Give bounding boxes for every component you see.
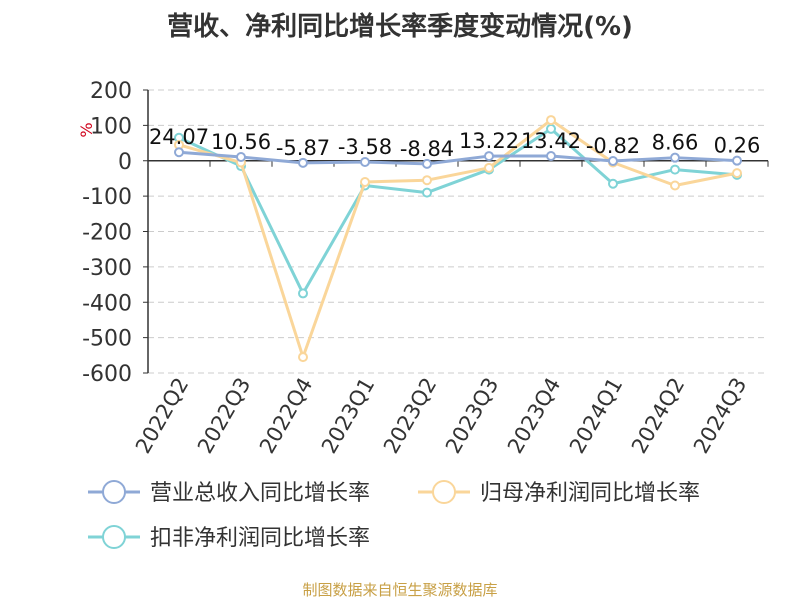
series-line — [178, 150, 738, 166]
y-tick-label: -100 — [82, 185, 132, 210]
data-label: -5.87 — [276, 136, 330, 160]
data-point — [422, 158, 432, 169]
data-label: 13.42 — [521, 129, 581, 153]
data-point — [360, 157, 370, 168]
x-tick-label: 2023Q3 — [441, 374, 503, 458]
y-tick-label: 0 — [118, 150, 132, 175]
legend-marker — [102, 525, 126, 549]
data-label: 8.66 — [652, 131, 699, 155]
data-point — [174, 147, 184, 158]
x-tick-label: 2024Q1 — [565, 374, 627, 458]
y-tick-label: -300 — [82, 256, 132, 281]
data-label: 13.22 — [459, 129, 519, 153]
data-point — [298, 352, 308, 363]
data-point — [422, 175, 432, 186]
data-label: 24.07 — [149, 125, 209, 149]
legend-label: 扣非净利润同比增长率 — [150, 526, 370, 551]
data-point — [546, 151, 556, 162]
chart-title: 营收、净利同比增长率季度变动情况(%) — [167, 12, 633, 42]
y-axis-label: % — [77, 122, 96, 137]
x-tick-label: 2023Q1 — [317, 374, 379, 458]
legend-label: 营业总收入同比增长率 — [150, 481, 370, 506]
x-tick-label: 2022Q2 — [131, 374, 193, 458]
data-label: 10.56 — [211, 130, 271, 154]
data-point — [670, 180, 680, 191]
data-point — [608, 156, 618, 167]
data-point — [732, 168, 742, 179]
data-point — [608, 178, 618, 189]
data-point — [298, 288, 308, 299]
y-tick-label: -500 — [82, 327, 132, 352]
x-tick-label: 2022Q4 — [255, 374, 317, 458]
data-point — [422, 187, 432, 198]
data-label: -0.82 — [586, 134, 640, 158]
data-point — [298, 157, 308, 168]
series-layer — [174, 115, 742, 363]
data-label: -3.58 — [338, 135, 392, 159]
data-label: 0.26 — [714, 134, 761, 158]
y-tick-label: 200 — [90, 79, 132, 104]
series-line — [178, 118, 738, 359]
data-point — [732, 155, 742, 166]
data-source-note: 制图数据来自恒生聚源数据库 — [302, 581, 498, 599]
y-tick-label: -200 — [82, 221, 132, 246]
x-tick-label: 2023Q2 — [379, 374, 441, 458]
x-tick-label: 2022Q3 — [193, 374, 255, 458]
series-line — [178, 127, 738, 295]
data-point — [236, 152, 246, 163]
x-tick-label: 2024Q3 — [689, 374, 751, 458]
data-point — [670, 152, 680, 163]
data-point — [484, 162, 494, 173]
legend-item: 营业总收入同比增长率 — [88, 480, 370, 506]
legend-item: 扣非净利润同比增长率 — [88, 525, 370, 551]
y-tick-label: -600 — [82, 362, 132, 387]
x-tick-label: 2023Q4 — [503, 374, 565, 458]
data-labels: 24.07 10.56 -5.87 -3.58 -8.84 13.22 13.42 -0.82… — [149, 125, 760, 161]
data-point — [546, 115, 556, 126]
y-tick-label: -400 — [82, 291, 132, 316]
legend-marker — [432, 480, 456, 504]
x-tick-label: 2024Q2 — [627, 374, 689, 458]
y-tick-label: 100 — [90, 114, 132, 139]
data-point — [484, 151, 494, 162]
legend-marker — [102, 480, 126, 504]
data-point — [670, 164, 680, 175]
legend-item: 归母净利润同比增长率 — [418, 480, 700, 506]
data-label: -8.84 — [400, 137, 454, 161]
legend-label: 归母净利润同比增长率 — [480, 481, 700, 506]
data-point — [360, 176, 370, 187]
